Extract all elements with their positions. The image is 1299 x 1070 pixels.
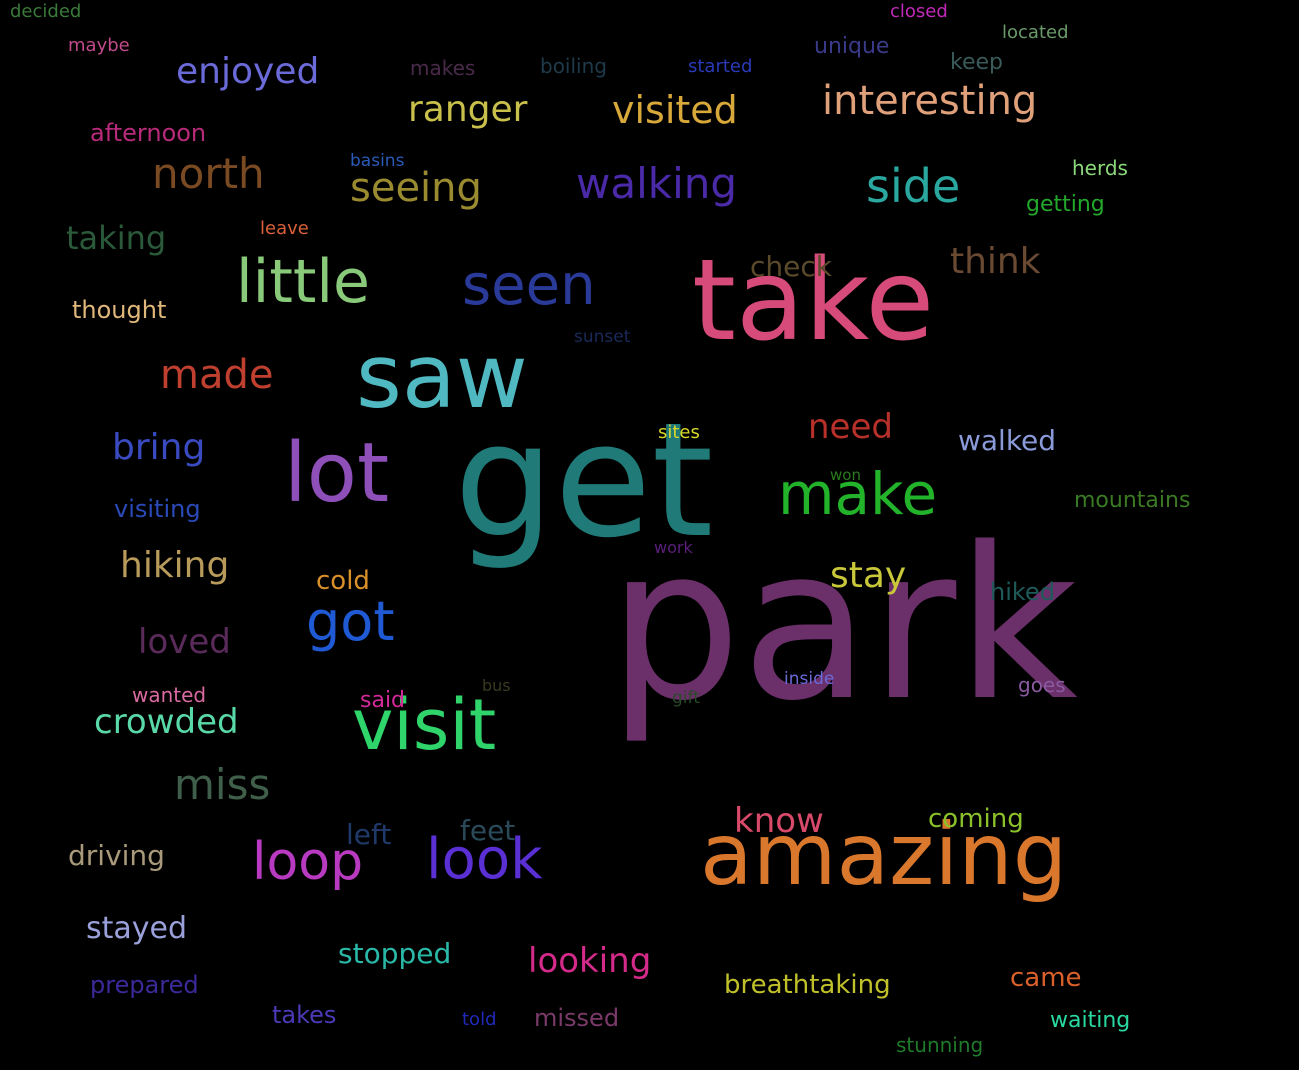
word-thought: thought xyxy=(72,296,167,324)
word-walking: walking xyxy=(576,159,738,208)
word-side: side xyxy=(866,159,961,213)
word-visiting: visiting xyxy=(114,495,201,523)
word-think: think xyxy=(950,241,1041,282)
word-stopped: stopped xyxy=(338,937,452,970)
word-located: located xyxy=(1002,22,1069,43)
word-mountains: mountains xyxy=(1074,488,1191,513)
word-decided: decided xyxy=(10,1,82,22)
word-started: started xyxy=(688,56,753,77)
word-park: park xyxy=(608,502,1078,747)
word-work: work xyxy=(654,538,693,557)
word-north: north xyxy=(152,149,265,198)
word-take: take xyxy=(692,236,935,366)
word-lot: lot xyxy=(284,426,390,521)
word-hiked: hiked xyxy=(990,578,1055,606)
word-amazing: amazing xyxy=(700,805,1068,905)
word-cold: cold xyxy=(316,566,370,596)
word-bring: bring xyxy=(112,427,206,468)
word-seeing: seeing xyxy=(350,165,482,211)
word-get: get xyxy=(454,389,714,573)
word-sunset: sunset xyxy=(574,327,631,347)
word-seen: seen xyxy=(462,253,596,318)
word-takes: takes xyxy=(272,1001,337,1029)
word-keep: keep xyxy=(950,50,1003,75)
word-crowded: crowded xyxy=(94,702,239,742)
word-visited: visited xyxy=(612,88,738,132)
word-told: told xyxy=(462,1009,497,1030)
word-maybe: maybe xyxy=(68,35,130,56)
word-made: made xyxy=(160,352,274,398)
word-bus: bus xyxy=(482,676,511,695)
word-taking: taking xyxy=(66,219,167,257)
word-walked: walked xyxy=(958,424,1057,457)
word-breathtaking: breathtaking xyxy=(724,970,891,1000)
word-afternoon: afternoon xyxy=(90,119,207,147)
word-said: said xyxy=(360,688,406,713)
word-coming: coming xyxy=(928,804,1024,834)
word-loop: loop xyxy=(252,832,364,892)
word-feet: feet xyxy=(460,814,516,847)
word-missed: missed xyxy=(534,1004,620,1032)
word-stay: stay xyxy=(830,555,907,596)
word-getting: getting xyxy=(1026,192,1105,217)
word-stunning: stunning xyxy=(896,1033,984,1057)
word-basins: basins xyxy=(350,151,405,171)
word-boiling: boiling xyxy=(540,54,607,78)
word-gift: gift xyxy=(672,688,700,708)
word-got: got xyxy=(306,590,395,653)
word-know: know xyxy=(734,801,824,841)
word-wanted: wanted xyxy=(132,683,207,707)
word-waiting: waiting xyxy=(1050,1008,1131,1033)
word-closed: closed xyxy=(890,1,948,22)
word-check: check xyxy=(750,250,832,283)
word-make: make xyxy=(778,460,938,528)
word-visit: visit xyxy=(352,684,497,766)
word-inside: inside xyxy=(784,669,835,689)
word-ranger: ranger xyxy=(408,89,528,130)
word-saw: saw xyxy=(356,325,528,428)
word-leave: leave xyxy=(260,218,309,239)
word-hiking: hiking xyxy=(120,545,230,586)
word-prepared: prepared xyxy=(90,971,199,999)
word-look: look xyxy=(426,827,543,892)
word-sites: sites xyxy=(658,422,700,443)
word-came: came xyxy=(1010,963,1082,993)
word-miss: miss xyxy=(174,760,271,809)
word-unique: unique xyxy=(814,34,890,59)
word-herds: herds xyxy=(1072,156,1128,180)
word-need: need xyxy=(808,407,893,447)
word-left: left xyxy=(346,818,392,851)
word-interesting: interesting xyxy=(822,78,1038,124)
word-little: little xyxy=(236,247,370,317)
word-goes: goes xyxy=(1018,673,1066,697)
word-won: won xyxy=(830,466,861,484)
word-looking: looking xyxy=(528,941,652,981)
word-makes: makes xyxy=(410,56,476,80)
word-loved: loved xyxy=(138,622,231,662)
word-stayed: stayed xyxy=(86,911,188,946)
word-driving: driving xyxy=(68,839,165,872)
word-enjoyed: enjoyed xyxy=(176,51,320,92)
